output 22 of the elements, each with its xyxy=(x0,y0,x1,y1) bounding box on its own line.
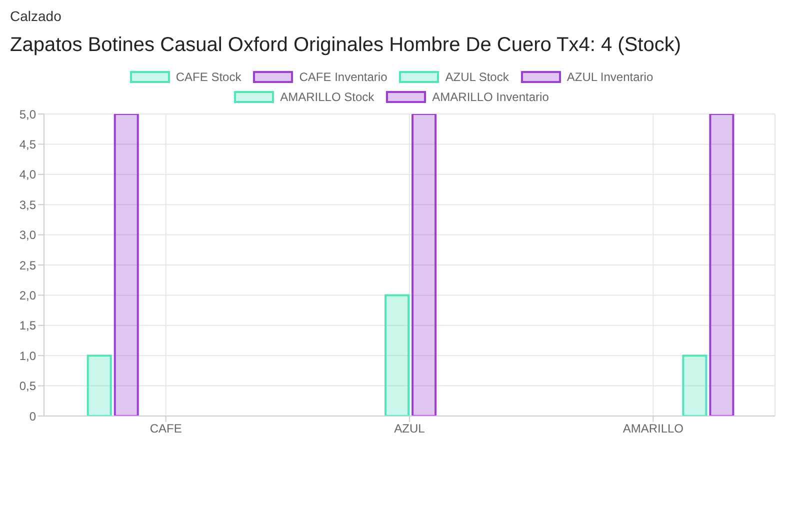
text: Calzado xyxy=(10,8,62,24)
x-tick-label: CAFE xyxy=(150,422,182,436)
y-tick-label: 4,5 xyxy=(19,137,36,152)
legend-label: CAFE Inventario xyxy=(298,70,388,84)
y-tick-label: 3,0 xyxy=(19,228,36,242)
y-tick-label: 2,5 xyxy=(19,258,36,272)
legend-label: AMARILLO Inventario xyxy=(431,90,549,104)
y-tick-label: 2,0 xyxy=(19,288,36,302)
y-tick-label: 0 xyxy=(29,409,36,424)
y-tick-label: 5,0 xyxy=(19,107,36,122)
x-tick-label: AMARILLO xyxy=(622,422,684,436)
y-tick-label: 4,0 xyxy=(19,168,36,182)
chart-title: Zapatos Botines Casual Oxford Originales Hombre De Cuero Tx4: 4 (Stock) xyxy=(10,34,682,56)
legend-label: AZUL Inventario xyxy=(566,70,654,84)
y-tick-label: 1,0 xyxy=(19,348,36,363)
x-tick-label: AZUL xyxy=(394,422,426,436)
legend-label: CAFE Stock xyxy=(174,70,242,84)
y-tick-label: 0,5 xyxy=(19,379,36,394)
y-tick-label: 3,5 xyxy=(19,198,36,212)
y-tick-label: 1,5 xyxy=(19,318,36,333)
legend-label: AMARILLO Stock xyxy=(279,90,374,104)
legend-label: AZUL Stock xyxy=(444,70,509,84)
